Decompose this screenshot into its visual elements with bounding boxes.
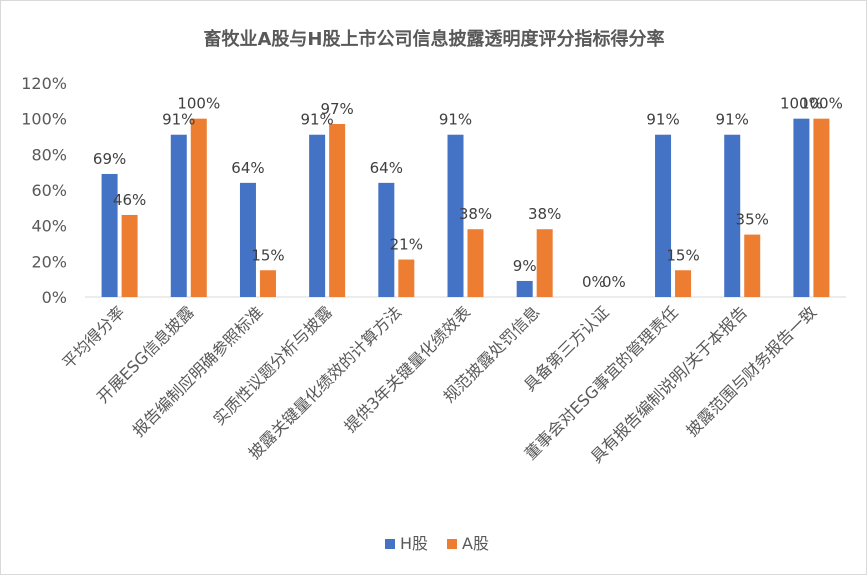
category-label: 报告编制应明确参照标准	[129, 302, 267, 440]
data-label: 91%	[646, 111, 679, 129]
bar-a-3	[329, 124, 346, 298]
bar-h-5	[447, 134, 464, 297]
bar-a-2	[259, 270, 276, 297]
data-label: 64%	[370, 159, 403, 177]
legend-label: H股	[400, 534, 428, 553]
category-labels: 平均得分率开展ESG信息披露报告编制应明确参照标准实质性议题分析与披露披露关键量…	[58, 302, 820, 466]
legend-swatch	[447, 539, 457, 549]
bar-a-10	[813, 118, 830, 298]
y-tick-label: 20%	[31, 252, 67, 271]
data-label: 69%	[93, 150, 126, 168]
category-label: 披露范围与财务报告一致	[682, 302, 820, 440]
y-tick-label: 60%	[31, 181, 67, 200]
bar-a-1	[190, 118, 207, 298]
legend-label: A股	[462, 534, 489, 553]
data-label: 15%	[251, 246, 284, 264]
bar-h-3	[309, 134, 326, 297]
bar-h-10	[793, 118, 810, 298]
bar-h-4	[378, 182, 395, 297]
data-label: 46%	[113, 191, 146, 209]
legend-swatch	[385, 539, 395, 549]
bar-a-8	[675, 270, 692, 297]
category-label: 平均得分率	[58, 302, 128, 372]
y-tick-label: 120%	[21, 74, 67, 93]
data-label: 38%	[528, 205, 561, 223]
bar-a-5	[467, 229, 484, 297]
y-axis: 0% 20% 40% 60% 80% 100% 120%	[21, 74, 67, 307]
bar-a-0	[121, 214, 138, 297]
bar-h-1	[170, 134, 187, 297]
bars-group	[101, 118, 830, 298]
bar-a-6	[536, 229, 553, 297]
category-label: 提供3年关键量化绩效表	[341, 302, 475, 436]
data-label: 91%	[300, 111, 333, 129]
bar-h-6	[516, 280, 533, 297]
data-label: 0%	[602, 273, 626, 291]
data-label: 15%	[666, 246, 699, 264]
data-label: 35%	[736, 211, 769, 229]
bar-h-9	[724, 134, 741, 297]
data-label: 91%	[162, 111, 195, 129]
data-label: 0%	[582, 273, 606, 291]
data-label: 100%	[177, 95, 220, 113]
y-tick-label: 100%	[21, 110, 67, 129]
data-label: 64%	[231, 159, 264, 177]
bar-h-0	[101, 173, 118, 297]
data-label: 21%	[390, 236, 423, 254]
data-label: 38%	[459, 205, 492, 223]
data-label: 100%	[780, 95, 823, 113]
data-label: 91%	[439, 111, 472, 129]
data-labels-group: 69%91%64%91%64%91%9%0%91% 91%100%46%100%1…	[93, 95, 843, 291]
data-label: 97%	[320, 100, 353, 118]
bar-h-2	[239, 182, 256, 297]
legend: H股 A股	[385, 534, 489, 553]
chart-title: 畜牧业A股与H股上市公司信息披露透明度评分指标得分率	[204, 28, 665, 50]
data-label: 100%	[800, 95, 843, 113]
bar-a-9	[744, 234, 761, 297]
data-label: 91%	[716, 111, 749, 129]
data-label: 9%	[513, 257, 537, 275]
y-tick-label: 0%	[42, 288, 67, 307]
category-label: 实质性议题分析与披露	[209, 302, 336, 429]
bar-a-4	[398, 259, 415, 297]
bar-h-8	[655, 134, 672, 297]
y-tick-label: 80%	[31, 145, 67, 164]
y-tick-label: 40%	[31, 217, 67, 236]
